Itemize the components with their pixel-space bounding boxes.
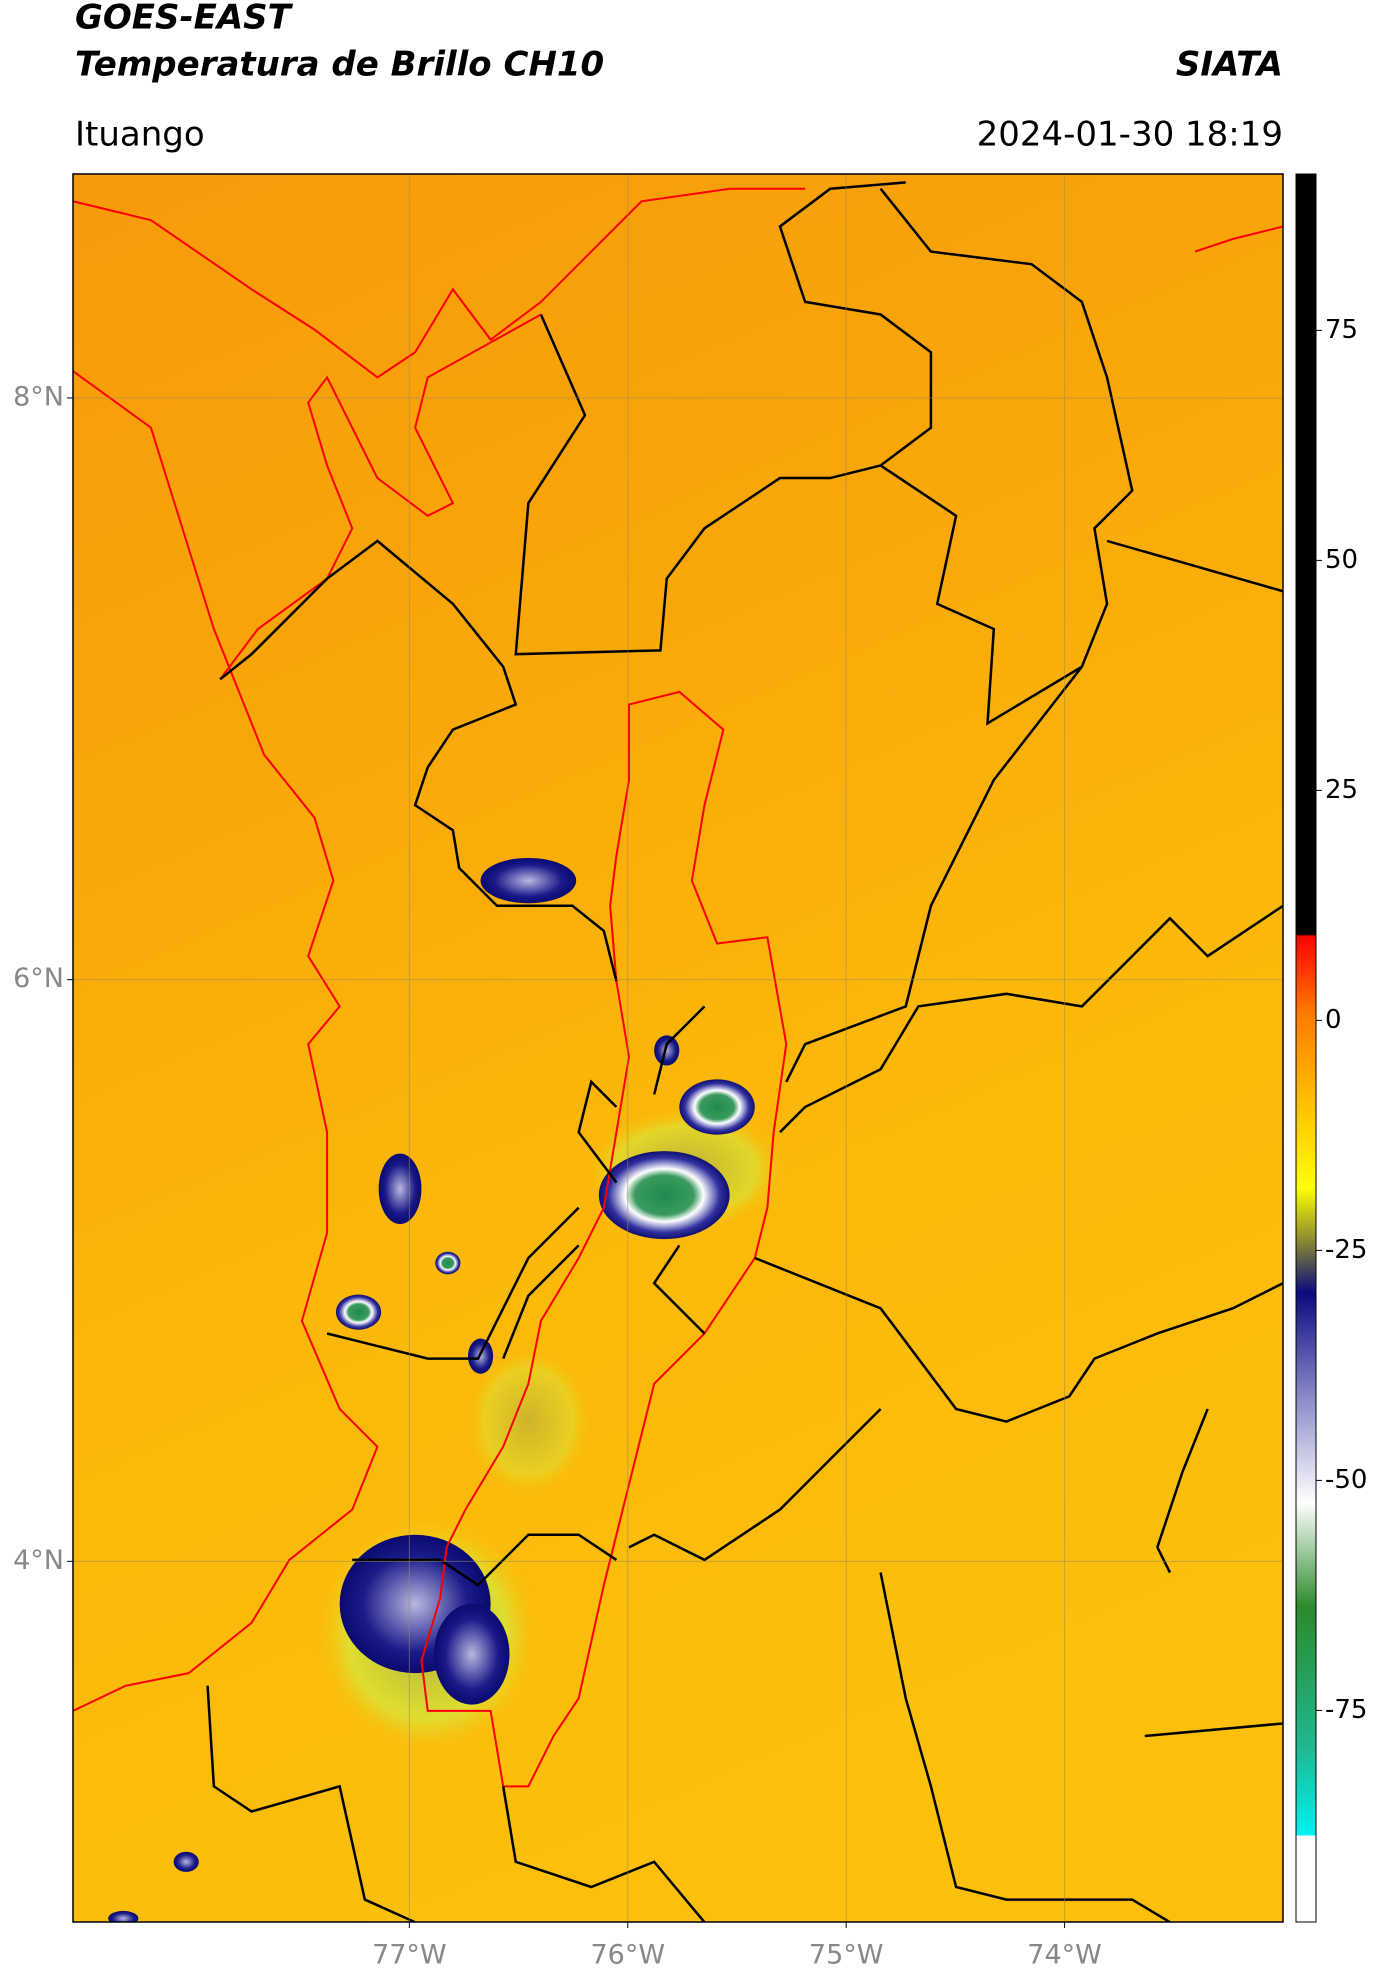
colorbar-tick-label: 25	[1325, 775, 1358, 805]
map	[73, 174, 1283, 1922]
colorbar-tick-label: 50	[1325, 545, 1358, 575]
map-frame	[72, 173, 1284, 1923]
lon-tick-label: 75°W	[809, 1940, 884, 1971]
map-features	[73, 181, 1283, 1922]
lat-tick-label: 4°N	[13, 1545, 64, 1576]
colorbar-tick-label: 75	[1325, 315, 1358, 345]
colorbar-tick-label: 0	[1325, 1005, 1342, 1035]
colorbar-tick-label: -25	[1325, 1235, 1367, 1265]
colorbar-tick-label: -50	[1325, 1465, 1367, 1495]
timestamp: 2024-01-30 18:19	[977, 115, 1283, 155]
lon-tick-label: 74°W	[1027, 1940, 1102, 1971]
title: GOES-EAST	[75, 0, 294, 38]
lon-tick-label: 77°W	[372, 1940, 447, 1971]
subtitle: Temperatura de Brillo CH10	[75, 45, 604, 85]
source: SIATA	[1176, 45, 1283, 85]
lat-tick-label: 6°N	[13, 963, 64, 994]
lon-tick-label: 76°W	[590, 1940, 665, 1971]
location: Ituango	[75, 115, 205, 155]
colorbar-tick-label: -75	[1325, 1695, 1367, 1725]
colorbar	[1295, 173, 1317, 1923]
lat-tick-label: 8°N	[13, 381, 64, 412]
header: GOES-EAST Temperatura de Brillo CH10 SIA…	[75, 0, 1283, 155]
graticule	[73, 174, 1283, 1922]
